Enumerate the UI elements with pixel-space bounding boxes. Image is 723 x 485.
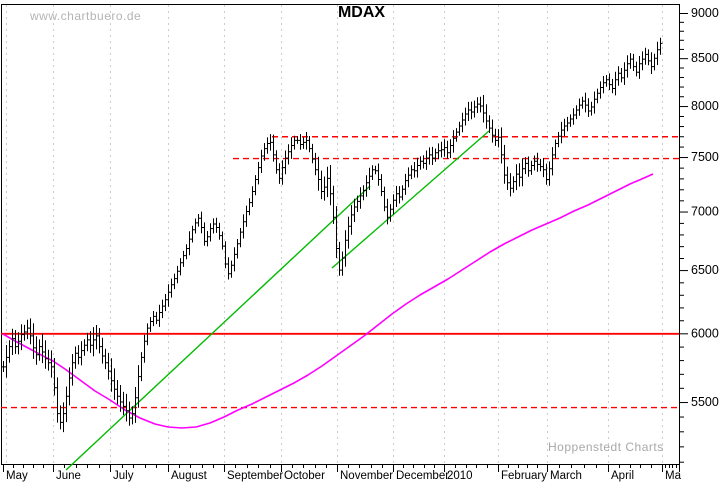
x-axis-label: March [550, 470, 582, 482]
watermark: www.chartbuero.de [30, 9, 142, 23]
x-axis-label: 2010 [447, 470, 473, 482]
y-axis-label: 8000 [691, 99, 719, 113]
credit-label: Hoppenstedt Charts [548, 440, 664, 454]
trend-line [331, 130, 490, 269]
x-axis-label: October [284, 470, 325, 482]
x-axis-label: May [6, 470, 28, 482]
x-axis-label: August [171, 470, 208, 482]
x-axis-label: December [396, 470, 449, 482]
y-axis-label: 7500 [691, 150, 719, 164]
x-axis-label: July [113, 470, 134, 482]
x-axis-label: February [501, 470, 547, 482]
y-axis-label: 6500 [691, 263, 719, 277]
y-axis-label: 9000 [691, 6, 719, 20]
y-axis-label: 8500 [691, 51, 719, 65]
y-axis-label: 6000 [691, 326, 719, 340]
page-title: MDAX [337, 4, 386, 21]
x-axis-label: November [340, 470, 393, 482]
x-axis-label: September [227, 470, 283, 482]
x-axis-label: June [56, 470, 81, 482]
moving-average-line [2, 173, 654, 429]
trend-line [65, 185, 371, 471]
x-axis-label: Ma [665, 470, 682, 482]
y-axis-label: 5500 [691, 395, 719, 409]
y-axis-label: 7000 [691, 205, 719, 219]
price-bars [1, 37, 663, 433]
x-axis-label: April [611, 470, 634, 482]
